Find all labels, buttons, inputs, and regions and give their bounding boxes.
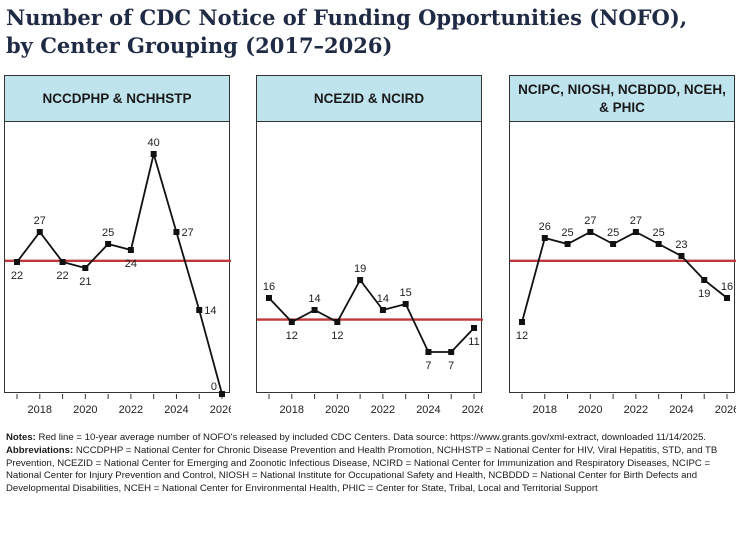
data-label: 27 — [34, 215, 46, 227]
data-point — [36, 229, 43, 235]
data-label: 16 — [263, 281, 275, 293]
data-label: 27 — [181, 227, 193, 239]
data-label: 27 — [630, 215, 642, 227]
chart-title-line-1: Number of CDC Notice of Funding Opportun… — [6, 5, 688, 30]
panel-title: NCIPC, NIOSH, NCBDDD, NCEH, & PHIC — [510, 76, 734, 122]
abbreviations-label: Abbreviations: — [6, 445, 74, 457]
data-point — [288, 319, 295, 325]
data-point — [82, 265, 89, 271]
data-point — [311, 307, 318, 313]
data-point — [678, 253, 685, 259]
panel-ncipc-niosh-ncbddd-nceh-phic: NCIPC, NIOSH, NCBDDD, NCEH, & PHIC 2018 2… — [509, 75, 736, 416]
x-tick-label: 2020 — [325, 404, 349, 416]
data-point — [59, 259, 66, 265]
data-label: 0 — [211, 381, 217, 393]
x-tick-label: 2026 — [715, 404, 736, 416]
data-label: 25 — [102, 227, 114, 239]
chart-title-line-2: by Center Grouping (2017–2026) — [6, 33, 393, 58]
data-label: 14 — [377, 293, 389, 305]
data-point — [150, 151, 157, 157]
panel-title: NCCDPHP & NCHHSTP — [5, 76, 229, 122]
x-tick-label: 2018 — [280, 404, 304, 416]
data-label: 14 — [204, 305, 216, 317]
line-chart-1: 2018 2020 2022 2024 2026 22 27 22 21 25 24 40 27 14 0 — [5, 137, 231, 416]
chart-title: Number of CDC Notice of Funding Opportun… — [6, 4, 746, 60]
data-point — [105, 241, 112, 247]
data-label: 27 — [584, 215, 596, 227]
data-point — [379, 307, 386, 313]
line-chart-3: 2018 2020 2022 2024 2026 12 26 25 27 25 27 25 23 19 16 — [510, 215, 736, 416]
data-point — [564, 241, 571, 247]
data-point — [357, 277, 364, 283]
data-label: 26 — [539, 221, 551, 233]
data-label: 22 — [56, 270, 68, 282]
data-label: 15 — [400, 287, 412, 299]
panel-nccdphp-nchhstp: NCCDPHP & NCHHSTP 2018 2020 2022 2024 2026 22… — [4, 75, 231, 416]
x-tick-label: 2018 — [28, 404, 52, 416]
data-label: 7 — [425, 360, 431, 372]
data-label: 16 — [721, 281, 733, 293]
x-tick-label: 2018 — [533, 404, 557, 416]
data-label: 12 — [516, 330, 528, 342]
data-label: 12 — [286, 330, 298, 342]
data-label: 25 — [653, 227, 665, 239]
x-tick-label: 2024 — [164, 404, 188, 416]
data-point — [655, 241, 662, 247]
x-tick-label: 2020 — [578, 404, 602, 416]
data-point — [196, 307, 203, 313]
data-point — [14, 259, 20, 265]
data-point — [448, 349, 455, 355]
data-point — [334, 319, 341, 325]
data-point — [471, 325, 477, 331]
data-point — [425, 349, 432, 355]
x-tick-label: 2024 — [669, 404, 693, 416]
x-tick-label: 2026 — [462, 404, 483, 416]
data-label: 25 — [607, 227, 619, 239]
notes-text: Red line = 10-year average number of NOF… — [35, 432, 706, 443]
data-label: 7 — [448, 360, 454, 372]
data-point — [173, 229, 180, 235]
series-line — [521, 230, 728, 323]
x-tick-label: 2026 — [210, 404, 231, 416]
data-label: 24 — [125, 258, 137, 270]
data-point — [219, 391, 225, 397]
data-point — [519, 319, 525, 325]
notes-label: Notes: — [6, 432, 36, 443]
data-label: 11 — [468, 336, 479, 348]
data-point — [127, 247, 134, 253]
data-point — [541, 235, 548, 241]
abbreviations-paragraph: Abbreviations: NCCDPHP = National Center… — [6, 445, 744, 495]
x-tick-label: 2022 — [371, 404, 395, 416]
data-label: 21 — [79, 276, 91, 288]
line-chart-2: 2018 2020 2022 2024 2026 16 12 14 12 19 14 15 7 7 11 — [257, 263, 483, 416]
data-point — [632, 229, 639, 235]
data-label: 19 — [698, 288, 710, 300]
data-point — [402, 301, 409, 307]
data-point — [724, 295, 730, 301]
data-point — [266, 295, 272, 301]
series-line — [16, 150, 223, 395]
series-line — [268, 278, 475, 353]
data-point — [587, 229, 594, 235]
data-label: 23 — [675, 239, 687, 251]
data-label: 14 — [308, 293, 320, 305]
data-label: 12 — [331, 330, 343, 342]
panel-title: NCEZID & NCIRD — [257, 76, 481, 122]
data-label: 40 — [148, 137, 160, 149]
notes-paragraph: Notes: Red line = 10-year average number… — [6, 432, 744, 444]
abbreviations-text: NCCDPHP = National Center for Chronic Di… — [6, 445, 718, 494]
x-tick-label: 2020 — [73, 404, 97, 416]
data-point — [701, 277, 708, 283]
x-tick-label: 2024 — [416, 404, 440, 416]
data-label: 25 — [561, 227, 573, 239]
data-label: 22 — [11, 270, 23, 282]
data-label: 19 — [354, 263, 366, 275]
data-point — [610, 241, 617, 247]
x-tick-label: 2022 — [624, 404, 648, 416]
x-tick-label: 2022 — [119, 404, 143, 416]
panel-ncezid-ncird: NCEZID & NCIRD 2018 2020 2022 2024 2026 16 12 1… — [256, 75, 483, 416]
footnotes: Notes: Red line = 10-year average number… — [6, 432, 744, 496]
